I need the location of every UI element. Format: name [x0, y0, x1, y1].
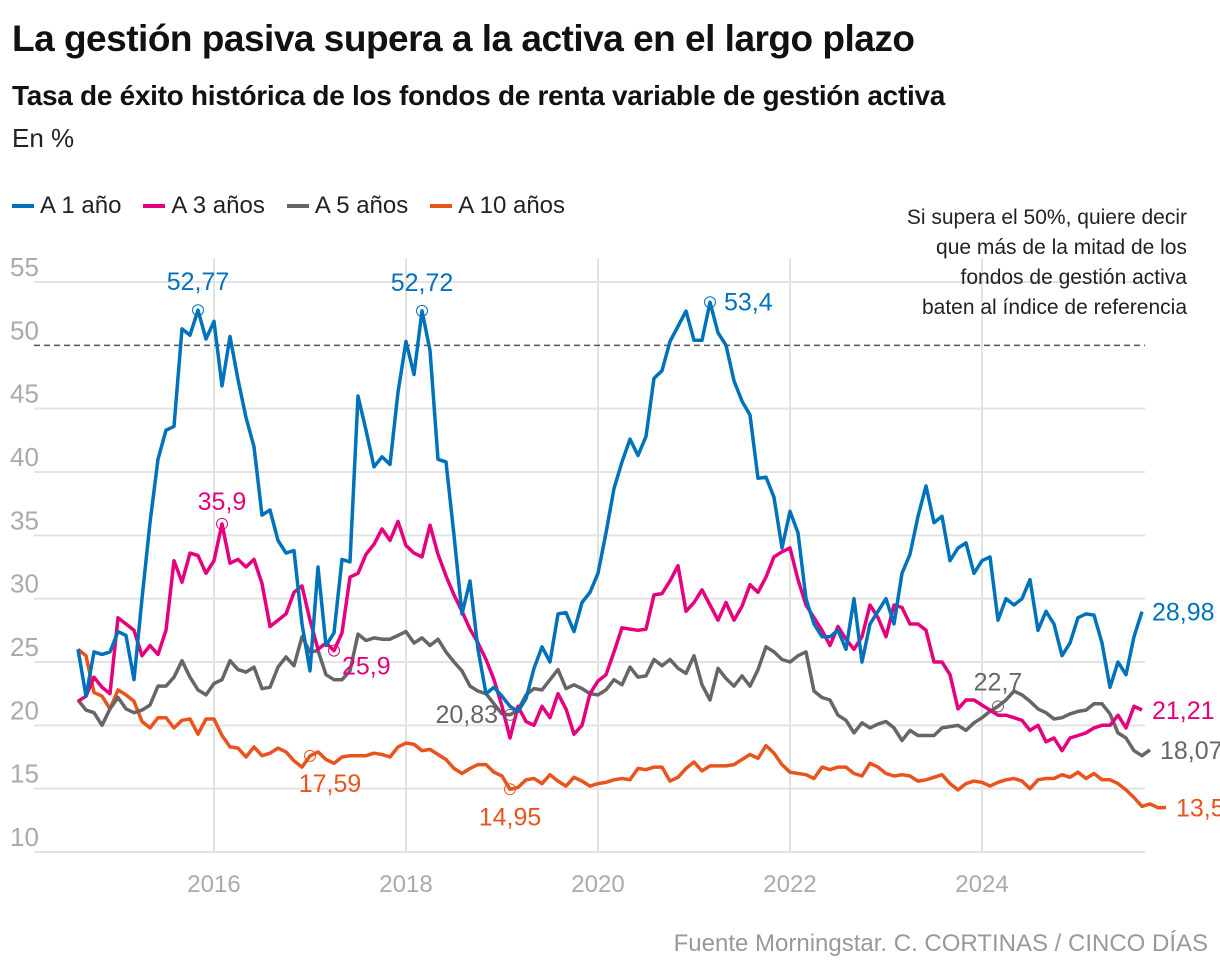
legend-label: A 1 año	[40, 192, 122, 219]
end-value-label: 13,51	[1176, 795, 1220, 823]
x-tick-label: 2016	[187, 871, 240, 898]
y-tick-label: 45	[10, 379, 39, 409]
annotation-label: 22,7	[974, 668, 1023, 696]
annotation-marker	[328, 644, 340, 657]
series-line-3	[76, 647, 1167, 810]
annotation-label: 35,9	[198, 488, 247, 516]
annotation-label: 52,72	[391, 269, 454, 297]
y-tick-label: 10	[10, 822, 39, 852]
legend-swatch	[430, 204, 453, 208]
annotation-label: 17,59	[299, 770, 362, 798]
annotation-label: 53,4	[724, 288, 773, 316]
x-tick-label: 2024	[955, 871, 1008, 898]
x-tick-label: 2018	[379, 871, 432, 898]
note-line: Si supera el 50%, quiere decir	[906, 206, 1187, 229]
note-line: fondos de gestión activa	[960, 266, 1188, 289]
annotation-marker	[704, 296, 716, 309]
legend-item-3y: A 3 años	[143, 192, 265, 220]
annotation-marker	[216, 517, 228, 530]
annotation-label: 25,9	[342, 653, 391, 681]
series-line-0	[76, 300, 1144, 714]
y-tick-label: 55	[10, 252, 39, 282]
y-tick-label: 15	[10, 759, 39, 789]
note-line: que más de la mitad de los	[936, 236, 1187, 259]
legend-swatch	[12, 204, 34, 208]
y-tick-label: 40	[10, 442, 39, 472]
threshold-note: Si supera el 50%, quiere decir que más d…	[907, 203, 1187, 323]
x-tick-label: 2022	[763, 871, 816, 898]
series-line-1	[77, 519, 1143, 753]
annotation-label: 20,83	[435, 701, 498, 729]
annotation-marker	[992, 700, 1004, 713]
annotation-marker	[304, 749, 316, 762]
legend-swatch	[143, 204, 166, 208]
x-tick-label: 2020	[571, 871, 624, 898]
end-value-label: 18,07	[1160, 737, 1220, 765]
end-value-label: 21,21	[1152, 697, 1215, 725]
legend-label: A 3 años	[171, 192, 265, 219]
legend-label: A 5 años	[314, 192, 409, 219]
legend-swatch	[286, 204, 309, 208]
unit-label: En %	[12, 123, 75, 153]
legend: A 1 año A 3 años A 5 años A 10 años	[12, 192, 565, 220]
end-value-label: 28,98	[1152, 599, 1215, 627]
annotation-marker	[504, 708, 516, 721]
source-credit: Fuente Morningstar. C. CORTINAS / CINCO …	[673, 930, 1208, 957]
y-tick-label: 25	[10, 632, 39, 662]
annotation-marker	[192, 304, 204, 317]
annotation-label: 14,95	[479, 803, 542, 831]
legend-item-5y: A 5 años	[286, 192, 409, 220]
note-line: baten al índice de referencia	[921, 296, 1187, 319]
series-line-2	[76, 629, 1152, 758]
annotation-marker	[504, 783, 516, 796]
chart-title: La gestión pasiva supera a la activa en …	[12, 18, 915, 59]
y-tick-label: 20	[10, 695, 39, 725]
legend-label: A 10 años	[458, 192, 566, 219]
chart-subtitle: Tasa de éxito histórica de los fondos de…	[12, 80, 945, 111]
annotation-marker	[416, 304, 428, 317]
y-tick-label: 35	[10, 505, 39, 535]
y-tick-label: 30	[10, 569, 39, 599]
y-tick-label: 50	[10, 315, 39, 345]
legend-item-1y: A 1 año	[12, 192, 121, 220]
annotation-label: 52,77	[167, 268, 230, 296]
legend-item-10y: A 10 años	[430, 192, 565, 220]
